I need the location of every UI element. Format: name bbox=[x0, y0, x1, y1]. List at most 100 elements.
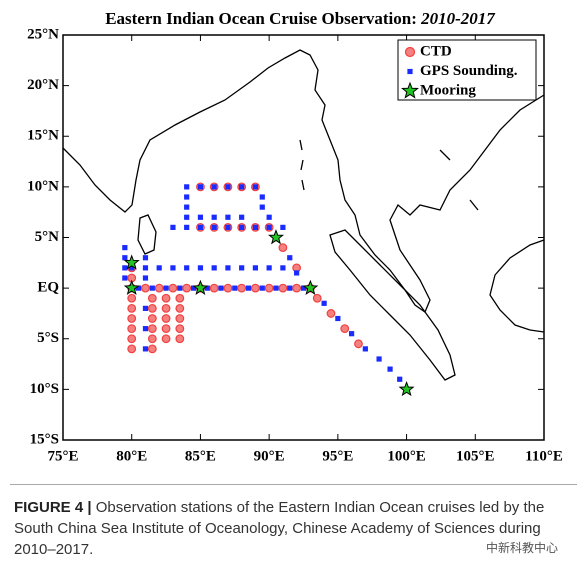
gps-point bbox=[184, 224, 190, 230]
ctd-station bbox=[161, 334, 171, 344]
y-tick-label: 5°S bbox=[37, 330, 59, 346]
legend-marker bbox=[407, 68, 413, 75]
x-tick-label: 75°E bbox=[47, 448, 78, 464]
ctd-station bbox=[127, 314, 137, 323]
ctd-station bbox=[209, 283, 219, 293]
gps-point bbox=[142, 305, 149, 311]
gps-point bbox=[252, 224, 258, 230]
watermark: 中新科教中心 bbox=[486, 541, 559, 555]
ctd-station bbox=[161, 314, 171, 323]
y-tick-label: 15°S bbox=[30, 431, 59, 447]
gps-point bbox=[280, 265, 286, 271]
ctd-station bbox=[175, 293, 185, 303]
coast-sumatra bbox=[329, 229, 456, 381]
gps-point bbox=[266, 214, 272, 220]
gps-point bbox=[259, 194, 265, 200]
coast-borneo bbox=[489, 239, 545, 333]
ctd-station bbox=[175, 334, 185, 344]
ctd-station bbox=[292, 283, 302, 293]
gps-point bbox=[232, 285, 238, 291]
x-tick-label: 95°E bbox=[322, 448, 353, 464]
ctd-station bbox=[278, 283, 288, 293]
gps-point bbox=[280, 224, 286, 230]
caption-text: Observation stations of the Eastern Indi… bbox=[14, 499, 545, 558]
ctd-station bbox=[127, 334, 137, 344]
gps-point bbox=[225, 265, 231, 271]
ctd-station bbox=[326, 309, 336, 318]
gps-point bbox=[184, 184, 190, 190]
mooring bbox=[123, 254, 140, 270]
coast-islands bbox=[299, 139, 479, 211]
ctd-station bbox=[147, 324, 157, 334]
chart: Eastern Indian Ocean Cruise Observation:… bbox=[27, 9, 563, 465]
gps-point bbox=[142, 265, 149, 271]
gps-point bbox=[376, 356, 382, 362]
gps-point bbox=[211, 224, 217, 230]
x-tick-label: 110°E bbox=[525, 448, 563, 464]
gps-point bbox=[387, 366, 393, 372]
ctd-station bbox=[127, 344, 137, 354]
mooring bbox=[398, 380, 415, 397]
chart-title: Eastern Indian Ocean Cruise Observation:… bbox=[105, 9, 496, 28]
ctd-station bbox=[175, 303, 185, 313]
mooring bbox=[123, 279, 140, 295]
ctd-station bbox=[223, 283, 233, 293]
coastlines bbox=[62, 49, 545, 381]
gps-point bbox=[321, 300, 327, 306]
ctd-station bbox=[264, 283, 274, 293]
separator bbox=[10, 484, 577, 485]
ctd-station bbox=[127, 293, 137, 303]
gps-point bbox=[239, 214, 245, 220]
x-tick-label: 80°E bbox=[116, 448, 147, 464]
y-tick-label: 25°N bbox=[27, 26, 59, 42]
gps-point bbox=[184, 214, 190, 220]
gps-point bbox=[349, 331, 355, 337]
gps-point bbox=[177, 285, 183, 291]
gps-point bbox=[184, 194, 190, 200]
x-tick-label: 90°E bbox=[254, 448, 285, 464]
gps-point bbox=[252, 184, 258, 190]
gps-point bbox=[239, 184, 245, 190]
gps-point bbox=[266, 224, 272, 230]
gps-point bbox=[287, 285, 293, 291]
ctd-station bbox=[354, 339, 363, 349]
gps-point bbox=[122, 275, 128, 281]
ctd-station bbox=[147, 344, 157, 354]
gps-point bbox=[135, 285, 142, 291]
ctd-station bbox=[147, 293, 157, 303]
gps-point bbox=[122, 265, 128, 271]
gps-point bbox=[335, 315, 341, 322]
y-tick-label: 10°S bbox=[30, 381, 59, 397]
gps-point bbox=[294, 270, 300, 276]
legend-label: CTD bbox=[420, 43, 452, 59]
y-tick-label: 10°N bbox=[27, 178, 59, 194]
gps-point bbox=[259, 285, 265, 291]
ctd-station bbox=[250, 283, 260, 293]
ctd-station bbox=[147, 303, 157, 313]
gps-point bbox=[170, 265, 176, 271]
gps-point bbox=[211, 214, 217, 220]
y-tick-label: 5°N bbox=[35, 229, 59, 245]
gps-point bbox=[142, 326, 149, 332]
gps-point bbox=[218, 285, 224, 291]
gps-point bbox=[225, 214, 231, 220]
gps-point bbox=[225, 224, 231, 230]
gps-point bbox=[190, 285, 197, 291]
gps-point bbox=[149, 285, 155, 291]
gps-point bbox=[300, 285, 307, 291]
gps-point bbox=[142, 275, 149, 281]
gps-point bbox=[204, 285, 210, 291]
title-main: Eastern Indian Ocean Cruise Observation: bbox=[105, 9, 417, 28]
gps-point bbox=[122, 255, 128, 261]
ctd-station bbox=[127, 303, 137, 313]
y-tick-label: EQ bbox=[37, 280, 59, 296]
legend-label: GPS Sounding. bbox=[420, 63, 518, 79]
ctd-station bbox=[161, 293, 171, 303]
ctd-station bbox=[340, 324, 350, 334]
gps-point bbox=[163, 285, 169, 291]
gps-point bbox=[142, 255, 149, 261]
legend: CTD GPS Sounding. Mooring bbox=[397, 39, 537, 101]
gps-point bbox=[362, 346, 368, 352]
gps-point bbox=[197, 265, 204, 271]
